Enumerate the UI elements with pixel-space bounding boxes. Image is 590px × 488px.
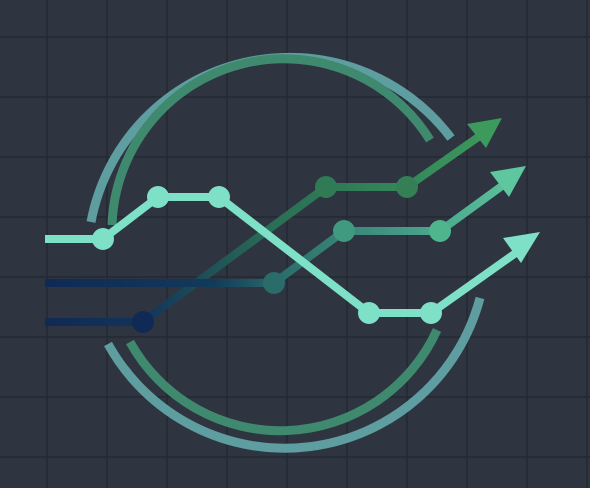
point-dark-2 — [315, 176, 337, 198]
point-mid-3 — [429, 220, 451, 242]
arrowhead-mid — [490, 166, 526, 197]
outer-ring-top-arc — [86, 52, 455, 223]
point-mid-1 — [263, 272, 285, 294]
outer-ring-bottom-arc — [104, 296, 485, 453]
emblem-rings — [86, 52, 485, 453]
inner-ring-bottom-arc — [126, 328, 442, 436]
point-dark-3 — [396, 176, 418, 198]
point-light-1 — [92, 228, 114, 250]
trend-line-mid — [45, 166, 526, 294]
arrowhead-dark — [467, 118, 502, 148]
trend-line-dark — [45, 118, 502, 333]
point-light-4 — [358, 302, 380, 324]
point-light-5 — [420, 302, 442, 324]
point-light-2 — [147, 186, 169, 208]
point-light-3 — [208, 186, 230, 208]
point-dark-1 — [132, 311, 154, 333]
trend-line-light — [45, 186, 540, 324]
inner-ring-top-arc — [107, 54, 434, 226]
arrowhead-light — [503, 232, 540, 263]
point-mid-2 — [333, 220, 355, 242]
